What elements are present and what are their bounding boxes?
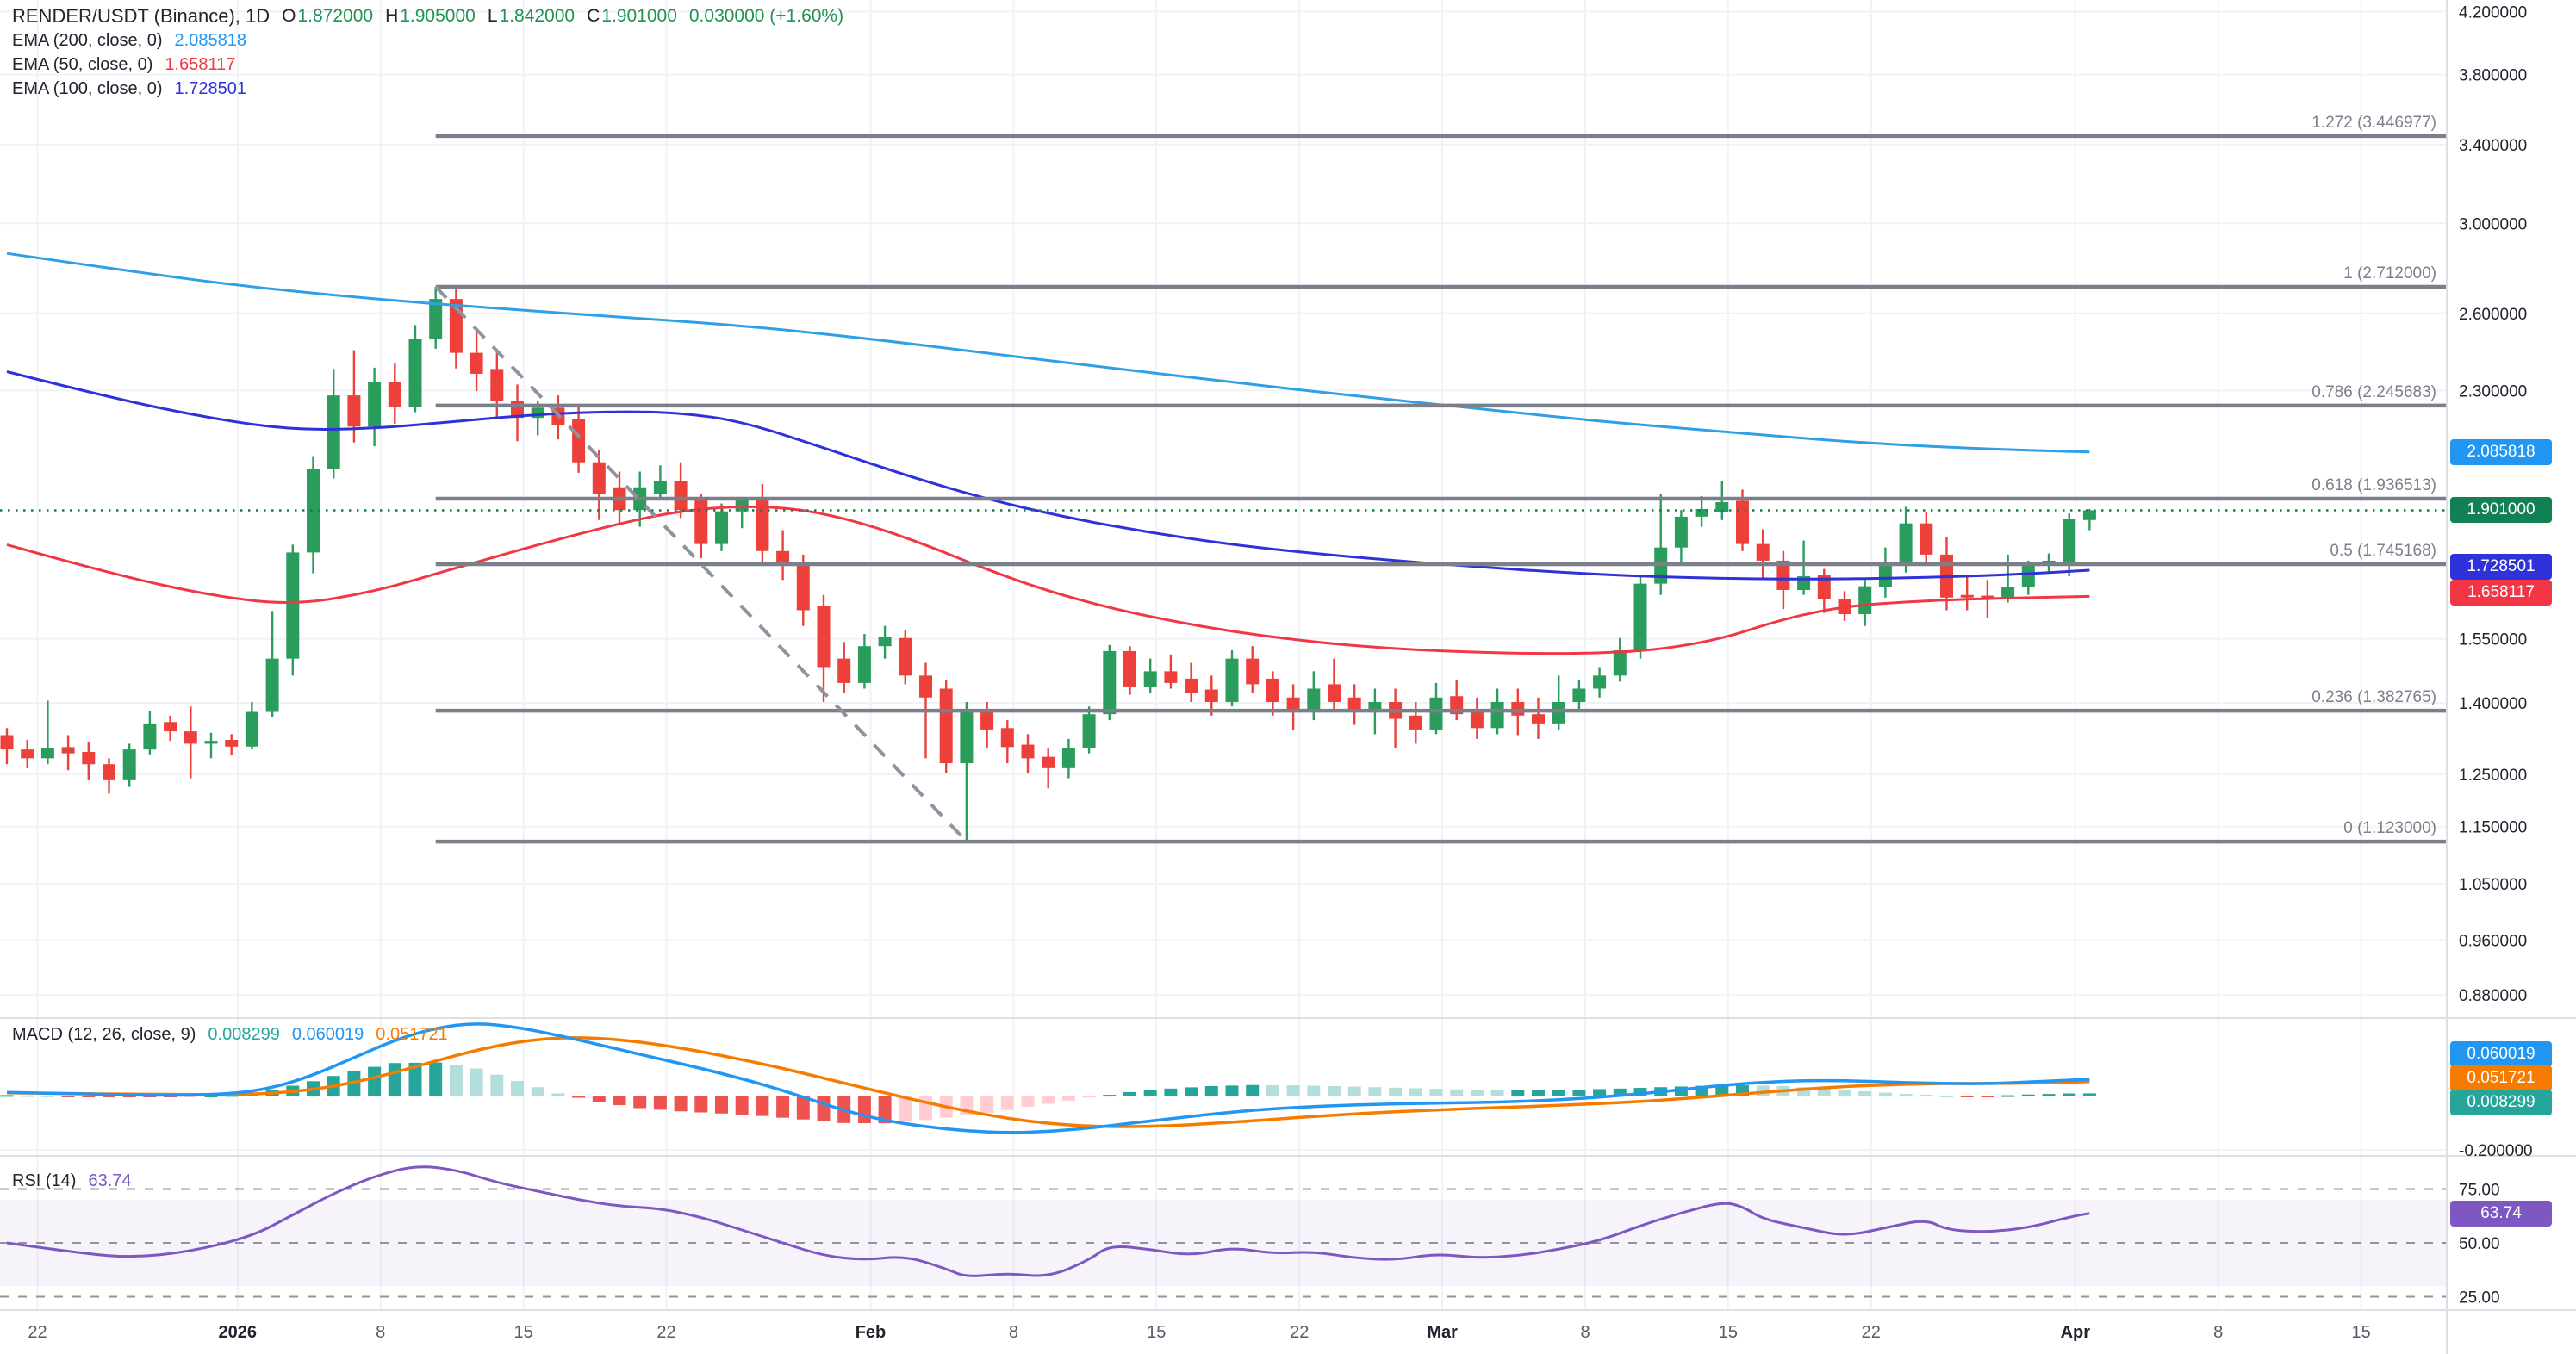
ema200-price-badge: 2.085818	[2450, 439, 2552, 465]
ema50-price-badge: 1.658117	[2450, 580, 2552, 606]
macd-line-value: 0.060019	[291, 1025, 364, 1044]
svg-text:22: 22	[28, 1323, 47, 1342]
svg-text:1.250000: 1.250000	[2459, 767, 2527, 785]
time-axis[interactable]: 22 2026 8 15 22 Feb 8 15 22 Mar 8 15 22 Apr 8 15	[28, 1323, 2370, 1342]
ema50-legend-row[interactable]: EMA (50, close, 0) 1.658117	[12, 55, 235, 75]
macd-signal-value: 0.051721	[376, 1025, 448, 1044]
svg-text:50.00: 50.00	[2459, 1235, 2500, 1253]
macd-histogram	[0, 1062, 2096, 1124]
svg-text:3.000000: 3.000000	[2459, 215, 2527, 233]
svg-text:0.618 (1.936513): 0.618 (1.936513)	[2312, 476, 2436, 494]
macd-signal-value-badge: 0.051721	[2450, 1065, 2552, 1091]
svg-text:0.960000: 0.960000	[2459, 933, 2527, 951]
svg-text:Feb: Feb	[856, 1323, 887, 1342]
svg-text:0.236 (1.382765): 0.236 (1.382765)	[2312, 688, 2436, 706]
rsi-legend-row[interactable]: RSI (14) 63.74	[12, 1171, 132, 1191]
symbol-legend-row[interactable]: RENDER/USDT (Binance), 1D O 1.872000 H 1.9…	[12, 5, 843, 28]
svg-text:Apr: Apr	[2061, 1323, 2091, 1342]
ema200-line	[6, 252, 2090, 454]
svg-text:3.400000: 3.400000	[2459, 137, 2527, 155]
svg-text:2026: 2026	[219, 1323, 258, 1342]
svg-text:25.00: 25.00	[2459, 1289, 2500, 1307]
ema50-line	[6, 505, 2090, 655]
ohlc-change: 0.030000 (+1.60%)	[688, 6, 844, 26]
rsi-pane	[0, 1165, 2447, 1298]
macd-hist-value-badge: 0.008299	[2450, 1090, 2552, 1115]
rsi-legend-value: 63.74	[88, 1171, 132, 1190]
ohlc-close: C 1.901000	[587, 6, 677, 26]
svg-text:15: 15	[1147, 1323, 1166, 1342]
fib-trendline	[434, 285, 968, 843]
last-price-badge: 1.901000	[2450, 497, 2552, 523]
svg-text:1.400000: 1.400000	[2459, 695, 2527, 713]
svg-text:1.050000: 1.050000	[2459, 876, 2527, 894]
svg-text:15: 15	[513, 1323, 532, 1342]
symbol-title: RENDER/USDT (Binance), 1D	[12, 5, 271, 27]
svg-text:-0.200000: -0.200000	[2459, 1142, 2533, 1160]
svg-text:15: 15	[1719, 1323, 1738, 1342]
svg-text:2.600000: 2.600000	[2459, 306, 2527, 324]
fib-retracement: 1.272 (3.446977) 1 (2.712000) 0.786 (2.245…	[435, 114, 2447, 844]
svg-text:22: 22	[1290, 1323, 1309, 1342]
svg-text:4.200000: 4.200000	[2459, 3, 2527, 22]
ema50-legend-label: EMA (50, close, 0)	[12, 55, 153, 74]
ohlc-low: L 1.842000	[487, 6, 576, 26]
ema50-legend-value: 1.658117	[165, 55, 236, 74]
rsi-line	[6, 1165, 2090, 1277]
macd-value-badge: 0.060019	[2450, 1041, 2552, 1067]
svg-text:3.800000: 3.800000	[2459, 67, 2527, 85]
macd-hist-value: 0.008299	[208, 1025, 280, 1044]
ema100-price-badge: 1.728501	[2450, 554, 2552, 580]
ohlc-open: O 1.872000	[282, 6, 374, 26]
grid-lines	[0, 0, 2447, 1310]
svg-text:0.786 (2.245683): 0.786 (2.245683)	[2312, 383, 2436, 401]
svg-text:8: 8	[1580, 1323, 1590, 1342]
rsi-band	[0, 1200, 2447, 1286]
svg-text:0.880000: 0.880000	[2459, 987, 2527, 1005]
rsi-legend-label: RSI (14)	[12, 1171, 77, 1190]
svg-text:Mar: Mar	[1427, 1323, 1458, 1342]
svg-text:8: 8	[376, 1323, 385, 1342]
ema200-legend-value: 2.085818	[174, 31, 246, 50]
macd-legend-label: MACD (12, 26, close, 9)	[12, 1025, 196, 1044]
svg-text:15: 15	[2351, 1323, 2370, 1342]
ema100-legend-label: EMA (100, close, 0)	[12, 79, 163, 98]
ema200-legend-label: EMA (200, close, 0)	[12, 31, 163, 50]
svg-text:0 (1.123000): 0 (1.123000)	[2343, 819, 2436, 837]
svg-text:1.272 (3.446977): 1.272 (3.446977)	[2312, 114, 2436, 132]
ema100-legend-row[interactable]: EMA (100, close, 0) 1.728501	[12, 79, 246, 99]
ema100-line	[6, 370, 2090, 581]
svg-text:75.00: 75.00	[2459, 1182, 2500, 1200]
ohlc-high: H 1.905000	[385, 6, 476, 26]
svg-text:1.150000: 1.150000	[2459, 819, 2527, 837]
macd-line	[6, 1022, 2090, 1134]
svg-text:8: 8	[2213, 1323, 2223, 1342]
price-axis[interactable]: 4.200000 3.800000 3.400000 3.000000 2.600000…	[2459, 3, 2533, 1307]
ema100-legend-value: 1.728501	[174, 79, 246, 98]
svg-text:1 (2.712000): 1 (2.712000)	[2343, 264, 2436, 283]
rsi-value-badge: 63.74	[2450, 1201, 2552, 1227]
svg-text:2.300000: 2.300000	[2459, 382, 2527, 401]
svg-text:1.550000: 1.550000	[2459, 631, 2527, 649]
ema200-legend-row[interactable]: EMA (200, close, 0) 2.085818	[12, 31, 246, 51]
svg-text:8: 8	[1009, 1323, 1018, 1342]
svg-text:0.5 (1.745168): 0.5 (1.745168)	[2330, 542, 2436, 560]
svg-text:22: 22	[656, 1323, 675, 1342]
svg-text:22: 22	[1862, 1323, 1881, 1342]
macd-legend-row[interactable]: MACD (12, 26, close, 9) 0.008299 0.06001…	[12, 1025, 448, 1045]
